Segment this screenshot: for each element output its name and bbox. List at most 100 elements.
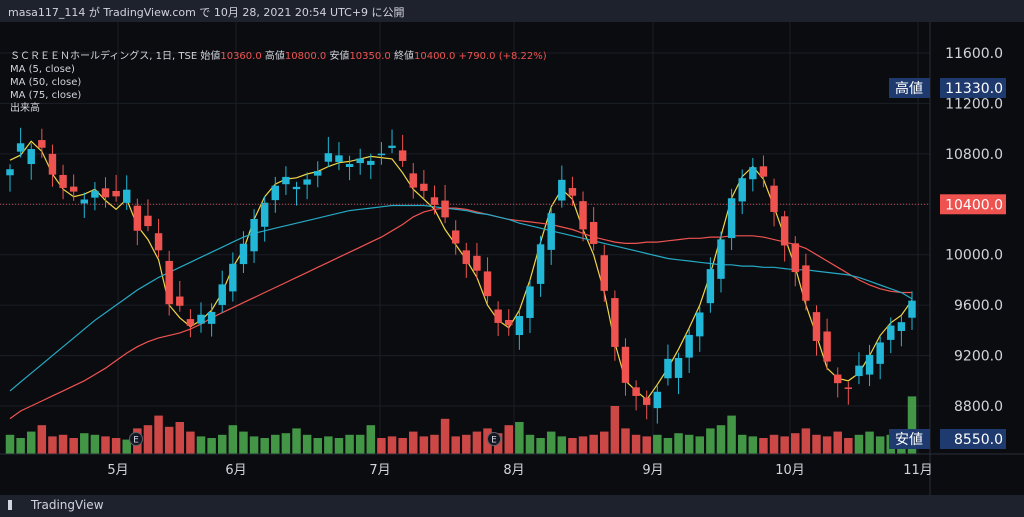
candle-body <box>536 244 545 284</box>
candle-body <box>377 153 386 156</box>
volume-bar <box>907 396 917 454</box>
volume-bar <box>515 422 524 454</box>
candle-body <box>123 189 131 203</box>
candle-body <box>16 143 25 152</box>
volume-bars <box>5 396 917 454</box>
price-labels: 高値 11330.0 10400.0 安値 8550.0 <box>889 78 1006 449</box>
price-axis[interactable]: 11600.0 11200.0 10800.0 10000.0 9600.0 9200.0… <box>945 46 1003 415</box>
volume-bar <box>69 438 78 454</box>
last-price-label-value: 10400.0 <box>945 197 1003 213</box>
indicator-ma50[interactable]: MA (50, close) <box>10 77 82 88</box>
candle-body <box>176 296 184 306</box>
indicator-ma5[interactable]: MA (5, close) <box>10 64 75 75</box>
volume-bar <box>600 431 609 454</box>
candle-body <box>738 178 746 202</box>
volume-bar <box>387 436 397 454</box>
candle-body <box>165 260 173 305</box>
candle-body <box>897 322 906 331</box>
volume-bar <box>175 422 185 454</box>
volume-bar <box>546 431 556 454</box>
candle-body <box>229 263 237 292</box>
volume-bar <box>239 431 248 454</box>
candle-body <box>770 185 778 212</box>
volume-bar <box>313 438 322 454</box>
candle-body <box>685 334 693 358</box>
price-tick-label: 10000.0 <box>945 248 1003 264</box>
open-value: 10360.0 <box>220 51 262 62</box>
volume-bar <box>568 438 577 454</box>
candle-body <box>271 185 280 201</box>
candle-body <box>664 358 672 379</box>
volume-bar <box>292 428 301 454</box>
legend: ＳＣＲＥＥＮホールディングス, 1日, TSE 始値10360.0 高値1080… <box>10 50 547 115</box>
volume-bar <box>271 434 280 454</box>
high-value: 10800.0 <box>284 51 327 62</box>
volume-bar <box>122 439 131 454</box>
candle-body <box>473 255 481 271</box>
candle-body <box>642 397 651 405</box>
candle-body <box>356 158 364 164</box>
candle-body <box>80 199 88 204</box>
candle-body <box>515 316 524 336</box>
volume-bar <box>398 438 407 454</box>
candle-body <box>674 357 683 378</box>
volume-bar <box>653 434 662 454</box>
volume-bar <box>769 434 779 454</box>
volume-bar <box>58 434 68 454</box>
candle-body <box>101 188 110 198</box>
month-tick-label: 9月 <box>642 463 663 478</box>
candle-body <box>749 167 757 180</box>
low-value: 10350.0 <box>349 51 391 62</box>
indicator-volume[interactable]: 出来高 <box>10 103 40 114</box>
candle-body <box>600 255 608 291</box>
candle-body <box>780 216 789 246</box>
volume-bar <box>621 428 630 454</box>
footer-bar: TradingView <box>0 495 1024 517</box>
volume-bar <box>663 438 673 454</box>
month-tick-label: 6月 <box>225 463 246 478</box>
volume-bar <box>440 418 450 454</box>
tradingview-logo[interactable]: TradingView <box>8 498 104 512</box>
high-label: 高値 <box>264 51 285 62</box>
symbol-name: ＳＣＲＥＥＮホールディングス, 1日, TSE <box>10 51 198 62</box>
candle-body <box>579 201 587 230</box>
open-label: 始値 <box>200 51 221 62</box>
ma-line-1 <box>9 207 912 420</box>
candle-body <box>653 391 662 409</box>
price-tick-label: 10800.0 <box>945 147 1003 163</box>
candle-body <box>388 145 396 148</box>
volume-bar <box>345 434 354 454</box>
high-price-label: 高値 11330.0 <box>889 78 1006 98</box>
candle-body <box>59 174 67 188</box>
candle-body <box>483 271 492 297</box>
indicator-ma75[interactable]: MA (75, close) <box>10 90 82 101</box>
month-tick-label: 10月 <box>775 463 805 478</box>
volume-bar <box>164 426 174 454</box>
volume-bar <box>302 434 312 454</box>
candle-body <box>717 239 725 279</box>
candle-body <box>303 179 311 185</box>
volume-bar <box>589 434 598 454</box>
volume-bar <box>706 428 715 454</box>
time-axis[interactable]: 5月 6月 7月 8月 9月 10月 11月 <box>107 463 932 478</box>
change-value: +790.0 (+8.22%) <box>458 51 547 62</box>
candle-body <box>144 215 152 227</box>
candle-body <box>727 198 736 239</box>
candle-body <box>430 197 439 205</box>
volume-bar <box>355 434 365 454</box>
candle-body <box>282 176 290 185</box>
candle-body <box>186 319 195 326</box>
close-label: 終値 <box>393 51 414 62</box>
candle-body <box>621 346 630 383</box>
candle-body <box>505 319 513 326</box>
month-tick-label: 8月 <box>503 463 524 478</box>
volume-bar <box>727 415 736 454</box>
volume-bar <box>780 436 789 454</box>
volume-bar <box>37 425 47 454</box>
volume-bar <box>217 434 227 454</box>
candle-body <box>324 153 333 162</box>
last-price-label: 10400.0 <box>940 194 1006 215</box>
